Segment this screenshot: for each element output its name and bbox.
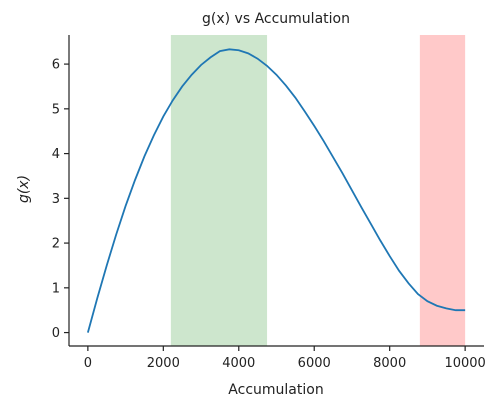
x-tick-label: 8000 <box>373 356 406 371</box>
x-tick-label: 6000 <box>298 356 331 371</box>
series-line-0 <box>86 48 466 333</box>
y-ticks: 0 1 2 3 4 5 6 <box>52 58 69 341</box>
y-tick-label: 5 <box>52 102 60 117</box>
highlight-band-1 <box>419 35 466 346</box>
axes <box>68 35 484 347</box>
series-layer <box>86 48 466 333</box>
highlight-bands <box>170 35 466 346</box>
x-tick-label: 4000 <box>222 356 255 371</box>
chart-title: g(x) vs Accumulation <box>202 11 350 27</box>
x-ticks: 0 2000 4000 6000 8000 10000 <box>84 346 486 371</box>
y-tick-label: 2 <box>52 237 60 252</box>
y-tick-label: 1 <box>52 281 60 296</box>
y-axis-label: g(x) <box>16 175 32 203</box>
y-tick-label: 0 <box>52 326 60 341</box>
y-tick-label: 3 <box>52 192 60 207</box>
y-tick-label: 6 <box>52 58 60 73</box>
x-tick-label: 10000 <box>444 356 485 371</box>
highlight-band-0 <box>170 35 268 346</box>
y-tick-label: 4 <box>52 147 60 162</box>
x-axis-label: Accumulation <box>228 382 323 398</box>
x-tick-label: 2000 <box>147 356 180 371</box>
x-tick-label: 0 <box>84 356 92 371</box>
